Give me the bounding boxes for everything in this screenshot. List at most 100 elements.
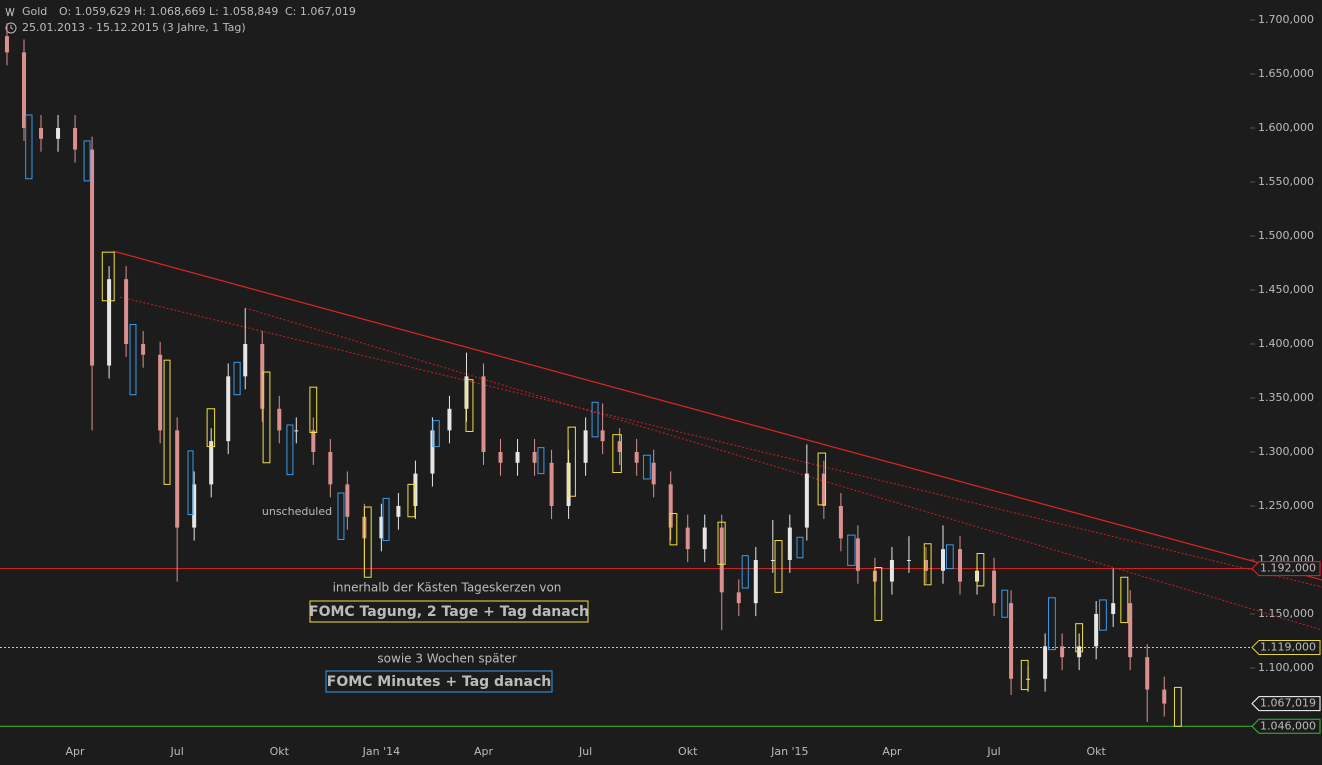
x-tick-label: Jan '15	[770, 745, 808, 758]
fomc-box	[363, 506, 372, 578]
ohlc-value: H: 1.068,669	[134, 5, 205, 18]
candle-body	[1043, 646, 1048, 679]
candle-body	[107, 279, 112, 366]
candle-body	[481, 376, 486, 452]
candle-body	[566, 462, 571, 506]
x-tick-label: Jul	[578, 745, 592, 758]
x-tick-label: Okt	[1086, 745, 1106, 758]
fomc-box	[591, 401, 599, 438]
y-tick-label: 1.100,000	[1258, 661, 1314, 674]
candle-body	[56, 127, 61, 139]
candle-body	[651, 462, 656, 485]
candle-body	[906, 559, 911, 561]
level-label-box	[1251, 639, 1321, 655]
trendline	[112, 250, 1322, 581]
level-label: 1.119,000	[1260, 640, 1316, 653]
candle-body	[175, 430, 180, 528]
fomc-box	[1120, 576, 1129, 624]
candle-body	[141, 343, 146, 355]
fomc-box	[642, 454, 651, 480]
fomc-box	[945, 544, 954, 570]
candle-body	[39, 127, 44, 139]
candle-body	[702, 527, 707, 550]
fomc-box	[817, 452, 827, 506]
candle-body	[719, 527, 724, 593]
y-tick-label: 1.150,000	[1258, 607, 1314, 620]
clock-hand	[10, 25, 14, 30]
candle-body	[226, 376, 231, 442]
candle-body	[243, 343, 248, 377]
candle-body	[464, 376, 469, 409]
x-tick-label: Okt	[678, 745, 698, 758]
fomc-box	[567, 426, 576, 497]
candle-body	[192, 484, 197, 528]
fomc-box	[432, 420, 440, 448]
y-tick-label: 1.250,000	[1258, 499, 1314, 512]
candle-body	[311, 430, 316, 452]
candle-body	[940, 549, 945, 571]
annotation: sowie 3 Wochen später	[377, 652, 516, 666]
x-tick-label: Jul	[170, 745, 184, 758]
fomc-box	[1075, 623, 1084, 653]
annotation: unscheduled	[262, 505, 332, 518]
candle-body	[668, 484, 673, 528]
candle-body	[685, 527, 690, 550]
candle-body	[277, 408, 282, 431]
x-tick-label: Apr	[882, 745, 902, 758]
x-tick-label: Jul	[986, 745, 1000, 758]
y-tick-label: 1.450,000	[1258, 283, 1314, 296]
candle-body	[821, 473, 826, 506]
y-tick-label: 1.400,000	[1258, 337, 1314, 350]
x-tick-label: Apr	[66, 745, 86, 758]
candle-body	[1060, 646, 1065, 658]
fomc-box	[286, 424, 294, 476]
candle-body	[396, 505, 401, 517]
fomc-box	[796, 536, 804, 559]
fomc-box	[163, 359, 171, 485]
trendline	[244, 307, 1322, 631]
candle-body	[158, 354, 163, 431]
fomc-box	[233, 361, 241, 396]
y-tick-label: 1.350,000	[1258, 391, 1314, 404]
fomc-box	[537, 447, 545, 475]
candle-body	[1128, 603, 1133, 658]
fomc-box	[187, 450, 194, 516]
x-tick-label: Okt	[270, 745, 290, 758]
candle-body	[600, 430, 605, 442]
candle-body	[413, 473, 418, 506]
candle-body	[515, 451, 520, 463]
candle-body	[90, 149, 95, 366]
fomc-box	[1099, 599, 1107, 631]
candle-body	[787, 527, 792, 560]
fomc-box	[129, 324, 137, 396]
candle-body	[209, 441, 214, 485]
candle-body	[855, 538, 860, 571]
candle-body	[294, 430, 299, 432]
fomc-box	[923, 543, 932, 586]
candle-body	[345, 484, 350, 517]
level-label-box	[1251, 718, 1321, 734]
fomc-box	[741, 555, 749, 589]
candle-body	[992, 570, 997, 604]
candle-body	[804, 473, 809, 528]
level-label: 1.192,000	[1260, 562, 1316, 575]
fomc-box	[465, 379, 474, 432]
fomc-box	[262, 371, 271, 464]
candle-body	[21, 52, 26, 128]
x-tick-label: Apr	[474, 745, 494, 758]
chart-icon	[5, 7, 15, 17]
candle-body	[124, 279, 129, 344]
clock-icon	[5, 22, 17, 34]
y-tick-label: 1.600,000	[1258, 121, 1314, 134]
fomc-box	[669, 513, 678, 546]
fomc-box	[206, 408, 216, 448]
candle-body	[328, 451, 333, 485]
candle-body	[447, 408, 452, 431]
level-label-box	[1251, 561, 1321, 577]
fomc-box	[382, 497, 390, 542]
fomc-box	[25, 114, 33, 180]
candle-body	[770, 559, 775, 561]
